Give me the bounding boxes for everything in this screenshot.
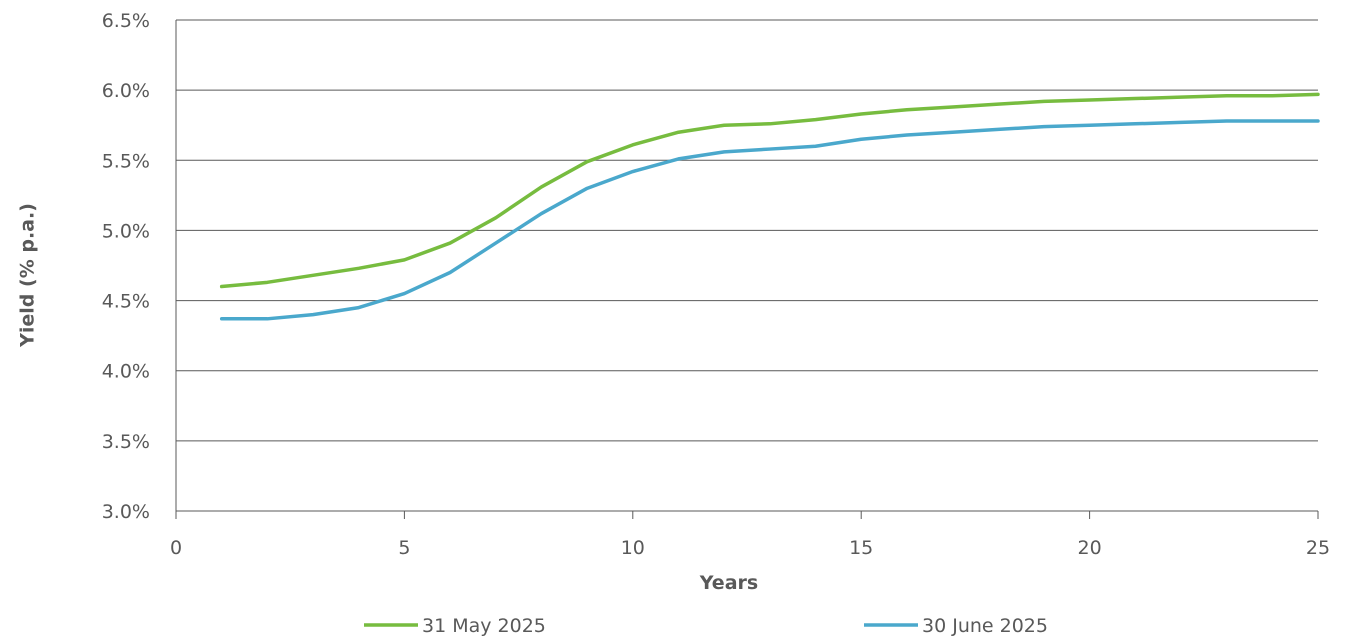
x-tick-labels: 0 5 10 15 20 25 bbox=[170, 537, 1330, 559]
axes bbox=[175, 20, 1319, 519]
y-axis-title: Yield (% p.a.) bbox=[17, 203, 39, 348]
x-tick-label: 5 bbox=[398, 537, 410, 559]
y-tick-labels: 3.0% 3.5% 4.0% 4.5% 5.0% 5.5% 6.0% 6.5% bbox=[102, 10, 150, 523]
y-tick-label: 6.0% bbox=[102, 80, 150, 102]
legend-item-series-1: 31 May 2025 bbox=[364, 615, 546, 637]
x-tick-label: 20 bbox=[1078, 537, 1102, 559]
y-tick-label: 3.5% bbox=[102, 431, 150, 453]
y-tick-label: 4.5% bbox=[102, 291, 150, 313]
series-line-2 bbox=[219, 119, 1320, 321]
legend-label-series-1: 31 May 2025 bbox=[422, 615, 546, 637]
x-axis-title: Years bbox=[699, 572, 758, 594]
y-tick-label: 6.5% bbox=[102, 10, 150, 32]
y-tick-label: 5.0% bbox=[102, 220, 150, 242]
series-lines bbox=[219, 92, 1320, 321]
y-tick-label: 4.0% bbox=[102, 361, 150, 383]
gridlines bbox=[176, 19, 1318, 442]
series-line-1 bbox=[219, 92, 1320, 289]
x-tick-label: 15 bbox=[849, 537, 873, 559]
x-tick-label: 0 bbox=[170, 537, 182, 559]
y-tick-label: 5.5% bbox=[102, 150, 150, 172]
legend: 31 May 2025 30 June 2025 bbox=[364, 615, 1048, 637]
x-tick-label: 10 bbox=[621, 537, 645, 559]
legend-item-series-2: 30 June 2025 bbox=[864, 615, 1048, 637]
legend-label-series-2: 30 June 2025 bbox=[922, 615, 1048, 637]
y-tick-label: 3.0% bbox=[102, 501, 150, 523]
x-tick-label: 25 bbox=[1306, 537, 1330, 559]
